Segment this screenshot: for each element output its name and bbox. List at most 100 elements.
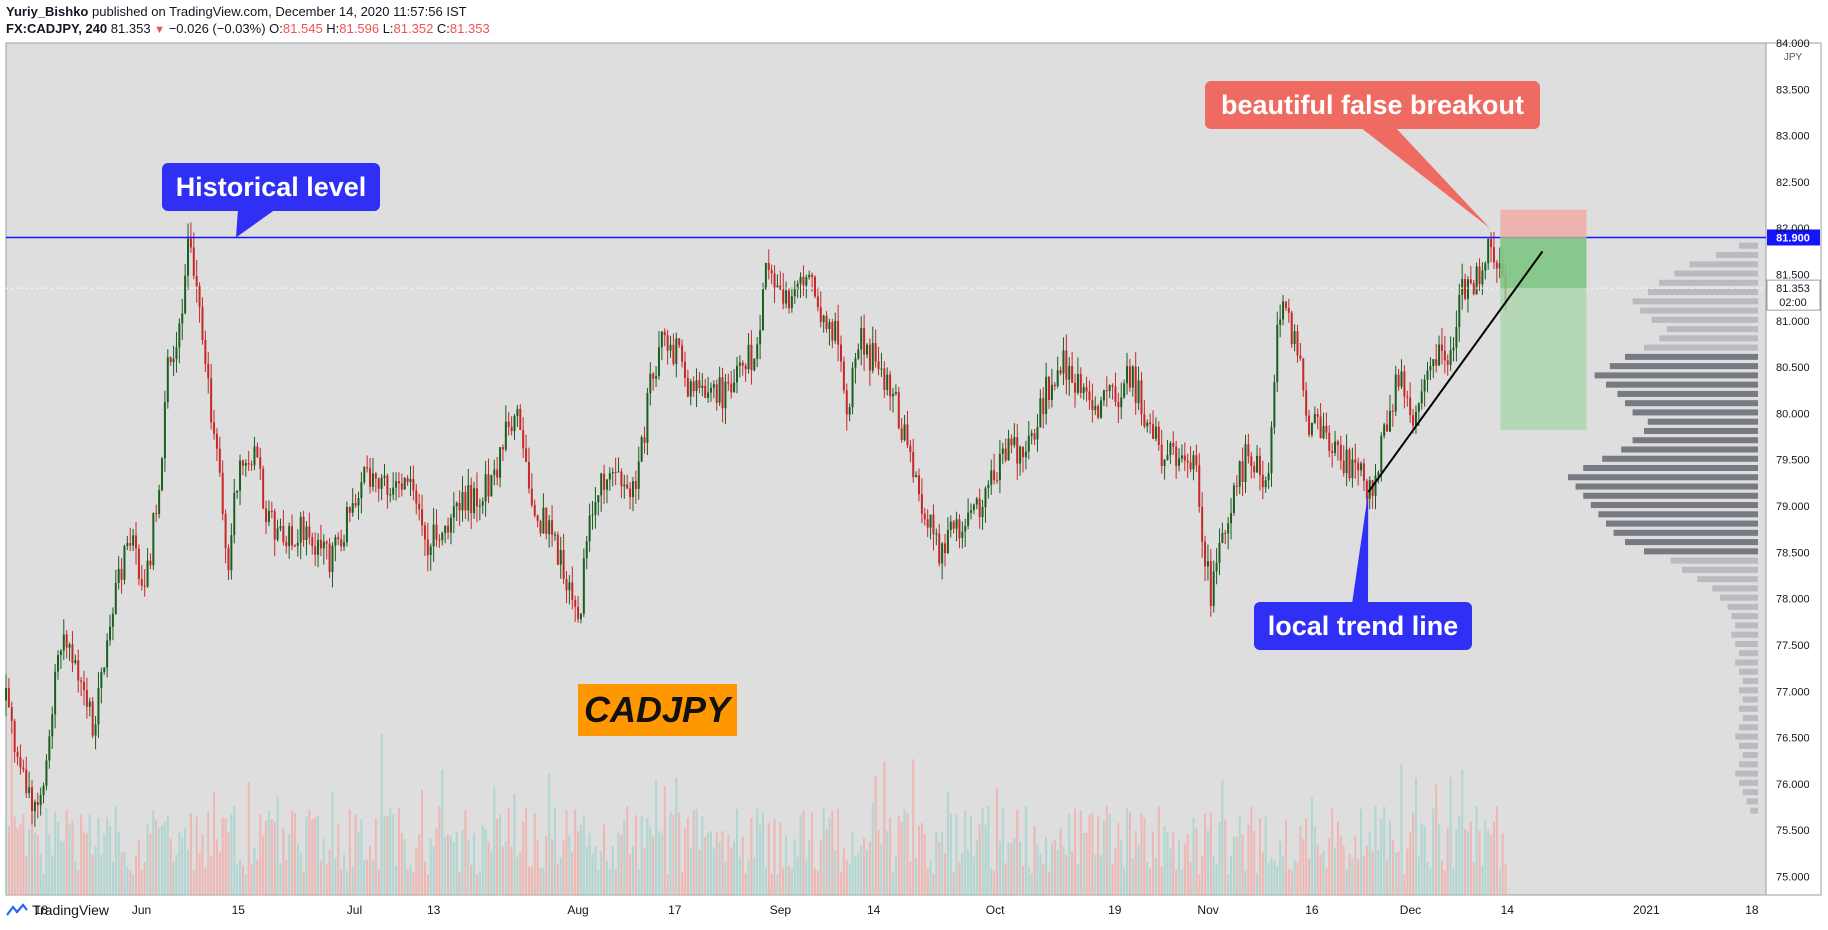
- price-axis[interactable]: [1765, 42, 1822, 896]
- candle-body: [996, 480, 999, 482]
- volume-bar: [1082, 832, 1085, 895]
- y-tick-label: 83.000: [1776, 131, 1810, 143]
- candle-body: [649, 373, 652, 394]
- countdown-label: 02:00: [1779, 297, 1807, 309]
- candle-body: [363, 467, 366, 483]
- volume-bar: [1472, 861, 1475, 895]
- candle-body: [637, 461, 640, 489]
- volume-bar: [305, 816, 308, 895]
- volume-bar: [828, 817, 831, 895]
- volume-bar: [1024, 806, 1027, 895]
- volume-profile-bar: [1647, 418, 1758, 425]
- volume-bar: [1036, 844, 1039, 895]
- volume-bar: [1140, 813, 1143, 895]
- candle-body: [1215, 562, 1218, 572]
- volume-bar: [1192, 817, 1195, 895]
- candle-body: [1406, 396, 1409, 398]
- candle-body: [1279, 319, 1282, 325]
- candle-body: [689, 381, 692, 397]
- volume-bar: [421, 790, 424, 895]
- volume-bar: [782, 867, 785, 895]
- volume-profile-bar: [1742, 678, 1758, 684]
- candle-body: [970, 510, 973, 513]
- volume-bar: [834, 850, 837, 895]
- volume-bar: [851, 832, 854, 895]
- volume-bar: [727, 834, 730, 895]
- volume-bar: [920, 823, 923, 895]
- volume-bar: [779, 822, 782, 895]
- candle-body: [233, 492, 236, 536]
- candle-body: [585, 541, 588, 559]
- candle-body: [288, 526, 291, 547]
- volume-bar: [894, 855, 897, 895]
- volume-bar: [374, 818, 377, 895]
- volume-bar: [724, 861, 727, 895]
- volume-profile-bar: [1659, 335, 1758, 342]
- volume-bar: [1443, 870, 1446, 895]
- volume-bar: [1250, 807, 1253, 895]
- volume-bar: [412, 872, 415, 895]
- candle-body: [1440, 344, 1443, 351]
- volume-bar: [1166, 832, 1169, 895]
- candle-body: [1310, 422, 1313, 435]
- volume-bar: [683, 828, 686, 895]
- candle-body: [880, 368, 883, 370]
- candle-body: [386, 475, 389, 495]
- volume-bar: [360, 819, 363, 895]
- volume-bar: [250, 863, 253, 895]
- volume-profile-bar: [1739, 779, 1758, 786]
- volume-bar: [799, 814, 802, 895]
- candle-body: [51, 714, 54, 737]
- author-name[interactable]: Yuriy_Bishko: [6, 4, 89, 19]
- volume-bar: [649, 827, 652, 895]
- candle-body: [799, 276, 802, 284]
- volume-bar: [854, 855, 857, 895]
- volume-profile-bar: [1735, 622, 1758, 629]
- volume-bar: [923, 833, 926, 895]
- volume-bar: [955, 814, 958, 895]
- candle-body: [1250, 456, 1253, 467]
- candle-body: [663, 331, 666, 336]
- candle-body: [48, 736, 51, 761]
- volume-bar: [984, 824, 987, 895]
- candle-body: [1284, 301, 1287, 308]
- candle-body: [1013, 437, 1016, 446]
- volume-bar: [744, 873, 747, 895]
- volume-bar: [19, 823, 22, 895]
- volume-profile-bar: [1720, 594, 1758, 601]
- candle-body: [438, 539, 441, 541]
- volume-bar: [25, 856, 28, 895]
- candle-body: [1238, 461, 1241, 487]
- volume-bar: [860, 845, 863, 895]
- volume-bar: [735, 808, 738, 895]
- candle-body: [660, 331, 663, 348]
- volume-bar: [1059, 828, 1062, 895]
- volume-bar: [1284, 819, 1287, 895]
- volume-bar: [1195, 827, 1198, 895]
- volume-bar: [1149, 868, 1152, 895]
- volume-profile-bar: [1735, 640, 1758, 647]
- open-value: 81.545: [282, 21, 323, 36]
- volume-bar: [1137, 844, 1140, 895]
- candle-body: [860, 328, 863, 350]
- candle-body: [1484, 263, 1487, 271]
- candle-body: [59, 650, 62, 656]
- candle-body: [631, 481, 634, 498]
- candle-body: [132, 535, 135, 546]
- candle-body: [1048, 376, 1051, 401]
- volume-bar: [507, 807, 510, 895]
- volume-bar: [470, 864, 473, 895]
- volume-bar: [409, 864, 412, 895]
- x-tick-label: Dec: [1400, 903, 1421, 917]
- candle-body: [1449, 350, 1452, 365]
- candle-body: [435, 524, 438, 540]
- volume-bar: [357, 831, 360, 895]
- open-label: O:: [269, 21, 283, 36]
- candle-body: [1391, 410, 1394, 412]
- footer-brand[interactable]: TradingView: [6, 902, 109, 918]
- candle-body: [444, 525, 447, 533]
- volume-bar: [241, 865, 244, 895]
- volume-bar: [1235, 836, 1238, 895]
- candle-body: [499, 447, 502, 478]
